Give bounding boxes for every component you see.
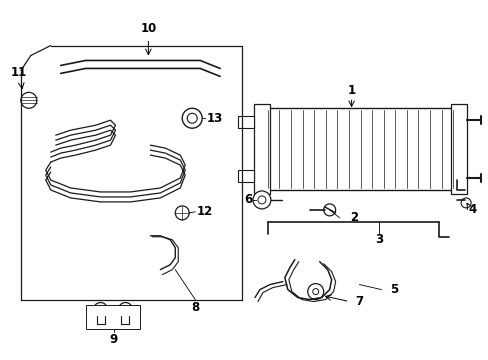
Text: 1: 1 bbox=[347, 84, 355, 97]
Bar bbox=[85, 305, 140, 329]
Text: 7: 7 bbox=[355, 295, 363, 308]
Text: 2: 2 bbox=[350, 211, 358, 224]
Circle shape bbox=[307, 284, 323, 300]
Text: 4: 4 bbox=[467, 203, 475, 216]
Bar bbox=[253, 104, 269, 194]
Circle shape bbox=[187, 113, 197, 123]
Circle shape bbox=[118, 302, 132, 316]
Circle shape bbox=[312, 289, 318, 294]
Circle shape bbox=[258, 196, 265, 204]
Text: 13: 13 bbox=[206, 112, 223, 125]
Text: 12: 12 bbox=[197, 205, 213, 219]
Bar bbox=[238, 116, 253, 128]
Circle shape bbox=[93, 302, 107, 316]
Circle shape bbox=[460, 198, 470, 208]
Circle shape bbox=[21, 92, 37, 108]
Text: 10: 10 bbox=[140, 22, 156, 35]
Text: 3: 3 bbox=[375, 233, 383, 246]
Circle shape bbox=[175, 206, 189, 220]
Text: 9: 9 bbox=[109, 333, 118, 346]
Text: 8: 8 bbox=[191, 301, 199, 314]
Text: 5: 5 bbox=[389, 283, 398, 296]
Text: 11: 11 bbox=[11, 66, 27, 79]
Circle shape bbox=[252, 191, 270, 209]
Circle shape bbox=[182, 108, 202, 128]
Text: 6: 6 bbox=[244, 193, 252, 206]
Circle shape bbox=[323, 204, 335, 216]
Bar bbox=[238, 170, 253, 182]
Bar bbox=[450, 104, 466, 194]
Bar bbox=[267, 108, 452, 190]
